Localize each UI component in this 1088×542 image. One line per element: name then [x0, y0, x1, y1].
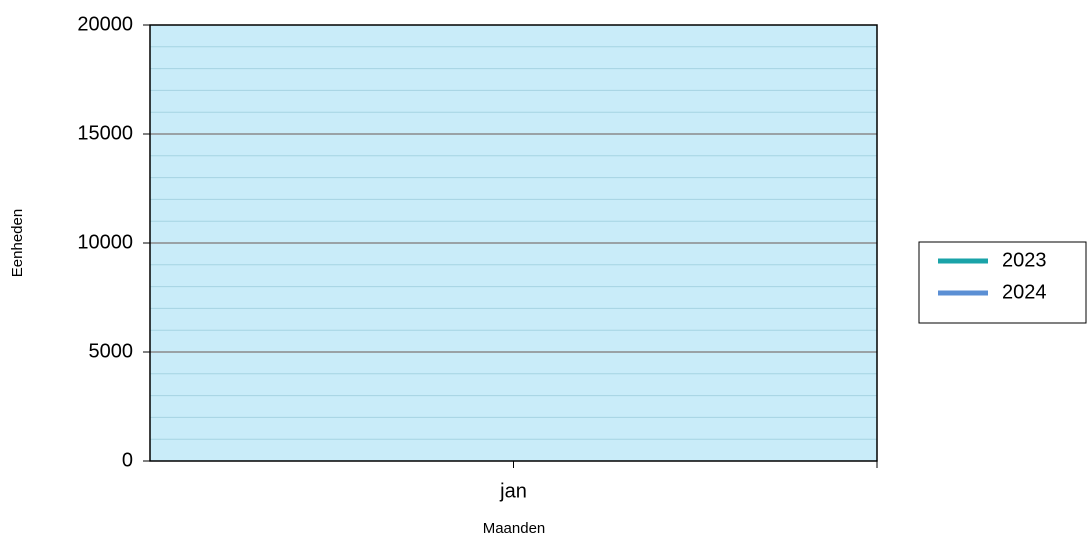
x-axis-title: Maanden: [483, 520, 546, 537]
y-tick-label: 20000: [77, 13, 133, 35]
legend-box: [918, 241, 1087, 324]
y-tick-label: 0: [122, 449, 133, 471]
y-axis-title: Eenheden: [9, 209, 26, 277]
legend-label: 2024: [1002, 281, 1047, 303]
x-tick-label: jan: [499, 480, 527, 502]
y-tick-label: 15000: [77, 122, 133, 144]
y-tick-label: 5000: [89, 340, 134, 362]
y-tick-label: 10000: [77, 231, 133, 253]
legend-label: 2023: [1002, 249, 1047, 271]
